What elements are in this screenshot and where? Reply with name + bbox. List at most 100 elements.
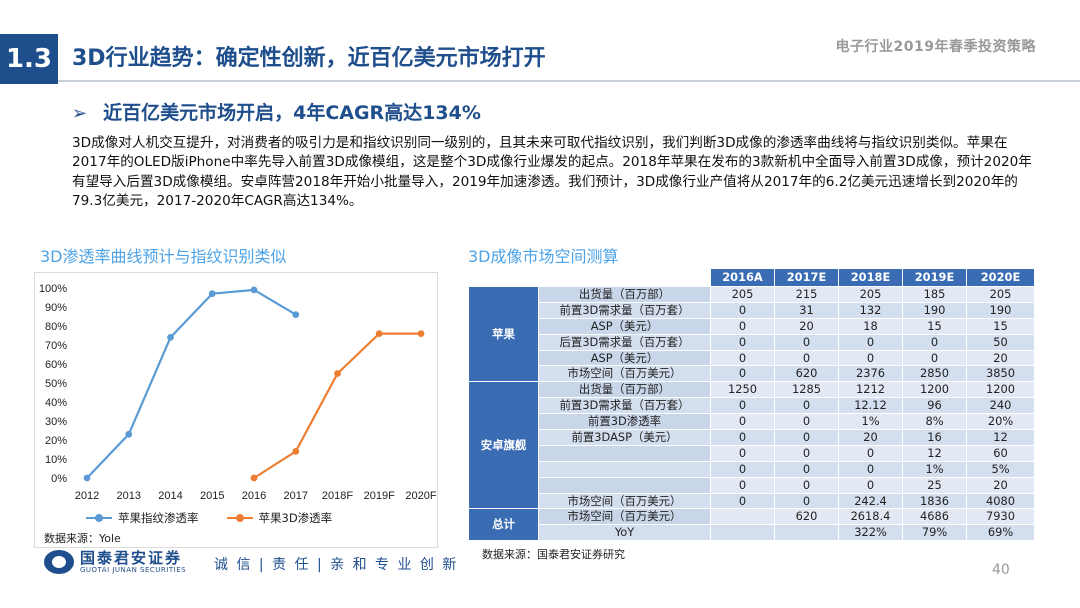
value-cell: 0 bbox=[902, 333, 967, 351]
data-point bbox=[167, 334, 174, 341]
table-body: 苹果 出货量（百万部） 205 215 205 185 205 前置3D需求量（百万套） 0 31… bbox=[468, 285, 1035, 542]
y-tick-label: 60% bbox=[45, 359, 67, 371]
y-tick-label: 20% bbox=[45, 435, 67, 447]
x-tick-label: 2017 bbox=[284, 490, 308, 502]
table-row: 前置3DASP（美元） 0 0 20 16 12 bbox=[469, 429, 1035, 446]
value-cell: 205 bbox=[710, 286, 775, 303]
y-tick-label: 50% bbox=[45, 378, 67, 390]
metric-cell: YoY bbox=[538, 524, 711, 542]
value-cell: 0 bbox=[902, 349, 967, 367]
value-cell: 0 bbox=[774, 349, 839, 367]
table-row: 安卓旗舰 出货量（百万部） 1250 1285 1212 1200 1200 bbox=[468, 381, 1035, 510]
value-cell: 20% bbox=[966, 413, 1035, 431]
value-cell: 15 bbox=[966, 317, 1035, 335]
value-cell: 0 bbox=[774, 429, 839, 446]
value-cell: 0 bbox=[710, 413, 775, 431]
y-tick-label: 10% bbox=[45, 454, 67, 466]
group-label: 总计 bbox=[468, 508, 539, 542]
legend-label-3d: 苹果3D渗透率 bbox=[258, 511, 333, 525]
value-cell: 20 bbox=[774, 317, 839, 335]
group-label: 安卓旗舰 bbox=[468, 381, 539, 510]
metric-cell: 前置3DASP（美元） bbox=[538, 429, 711, 446]
value-cell: 205 bbox=[966, 286, 1035, 303]
left-chart-title: 3D渗透率曲线预计与指纹识别类似 bbox=[40, 247, 287, 266]
value-cell: 2376 bbox=[838, 365, 903, 383]
value-cell: 132 bbox=[838, 301, 903, 319]
legend-swatch-fingerprint bbox=[86, 514, 112, 522]
metric-cell: 出货量（百万部） bbox=[538, 381, 711, 399]
value-cell: 31 bbox=[774, 301, 839, 319]
table-row: ASP（美元） 0 0 0 0 20 bbox=[469, 349, 1035, 367]
value-cell: 1212 bbox=[838, 381, 903, 399]
value-cell bbox=[774, 524, 839, 542]
value-cell: 0 bbox=[838, 460, 903, 478]
arrow-bullet-icon: ➢ bbox=[72, 103, 88, 124]
value-cell bbox=[710, 524, 775, 542]
y-tick-label: 80% bbox=[45, 321, 67, 333]
table-row: 后置3D需求量（百万套） 0 0 0 0 50 bbox=[469, 333, 1035, 351]
value-cell: 3850 bbox=[966, 365, 1035, 383]
value-cell: 0 bbox=[710, 397, 775, 415]
data-point bbox=[250, 474, 258, 482]
value-cell: 16 bbox=[902, 429, 967, 446]
table-row: 前置3D渗透率 0 0 1% 8% 20% bbox=[469, 413, 1035, 431]
company-slogan: 诚 信 | 责 任 | 亲 和 专 业 创 新 bbox=[214, 557, 459, 573]
value-cell: 215 bbox=[774, 286, 839, 303]
value-cell: 0 bbox=[710, 460, 775, 478]
column-header: 2017E bbox=[774, 268, 839, 287]
value-cell: 60 bbox=[966, 444, 1035, 462]
y-tick-label: 90% bbox=[45, 302, 67, 314]
value-cell: 0 bbox=[710, 349, 775, 367]
value-cell: 0 bbox=[838, 476, 903, 494]
x-tick-label: 2013 bbox=[117, 490, 141, 502]
value-cell: 0 bbox=[774, 492, 839, 510]
value-cell: 0 bbox=[838, 349, 903, 367]
company-logo: 国泰君安证券 GUOTAI JUNAN SECURITIES bbox=[44, 550, 186, 574]
sub-heading: ➢ 近百亿美元市场开启，4年CAGR高达134% bbox=[72, 98, 481, 125]
data-point bbox=[83, 474, 91, 482]
series-line-0 bbox=[86, 288, 297, 479]
table-row: 市场空间（百万美元） 0 620 2376 2850 3850 bbox=[469, 365, 1035, 383]
table-row: 苹果 出货量（百万部） 205 215 205 185 205 bbox=[468, 285, 1035, 383]
value-cell: 0 bbox=[774, 444, 839, 462]
table-row: 前置3D需求量（百万套） 0 0 12.12 96 240 bbox=[469, 397, 1035, 415]
x-tick-label: 2015 bbox=[200, 490, 224, 502]
value-cell: 12.12 bbox=[838, 397, 903, 415]
metric-cell: 市场空间（百万美元） bbox=[538, 492, 711, 510]
value-cell: 1200 bbox=[902, 381, 967, 399]
data-point bbox=[375, 330, 383, 337]
metric-cell: 市场空间（百万美元） bbox=[538, 508, 711, 526]
right-table-title: 3D成像市场空间测算 bbox=[468, 247, 619, 266]
value-cell: 20 bbox=[838, 429, 903, 446]
column-header: 2020E bbox=[966, 268, 1035, 287]
value-cell: 2618.4 bbox=[838, 508, 903, 526]
table-row: 市场空间（百万美元） 0 0 242.4 1836 4080 bbox=[469, 492, 1035, 510]
value-cell: 0 bbox=[774, 333, 839, 351]
value-cell: 1% bbox=[902, 460, 967, 478]
data-point bbox=[292, 448, 300, 455]
table-row: 总计 市场空间（百万美元） 620 2618.4 4686 7930 bbox=[468, 508, 1035, 542]
legend-item-3d: 苹果3D渗透率 bbox=[226, 510, 333, 526]
value-cell: 20 bbox=[966, 476, 1035, 494]
value-cell: 7930 bbox=[966, 508, 1035, 526]
metric-cell: 市场空间（百万美元） bbox=[538, 365, 711, 383]
value-cell: 15 bbox=[902, 317, 967, 335]
x-tick-label: 2020F bbox=[405, 490, 436, 502]
value-cell: 0 bbox=[710, 317, 775, 335]
value-cell: 69% bbox=[966, 524, 1035, 542]
penetration-chart: 0% 10% 20% 30% 40% 50% 60% 70% 80% 90% 100% 2012 201… bbox=[34, 272, 438, 548]
value-cell: 18 bbox=[838, 317, 903, 335]
y-tick-label: 40% bbox=[45, 397, 67, 409]
column-header bbox=[468, 268, 539, 287]
y-tick-label: 0% bbox=[51, 473, 67, 485]
penetration-chart-svg: 0% 10% 20% 30% 40% 50% 60% 70% 80% 90% 100% 2012 201… bbox=[39, 283, 437, 502]
data-point bbox=[334, 370, 341, 377]
report-title: 电子行业2019年春季投资策略 bbox=[835, 39, 1036, 55]
metric-cell: 前置3D渗透率 bbox=[538, 413, 711, 431]
metric-cell: 出货量（百万部） bbox=[538, 286, 711, 303]
logo-name: 国泰君安证券 bbox=[80, 549, 183, 567]
value-cell: 0 bbox=[838, 444, 903, 462]
chart-legend: 苹果指纹渗透率 苹果3D渗透率 bbox=[86, 510, 332, 526]
value-cell: 205 bbox=[838, 286, 903, 303]
x-tick-label: 2014 bbox=[158, 490, 182, 502]
